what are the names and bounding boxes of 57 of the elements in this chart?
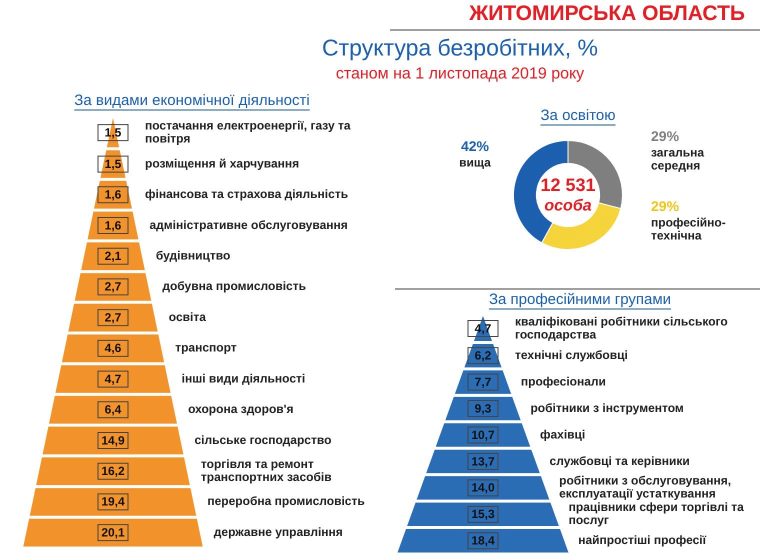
category-label: фінансова та страхова діяльність (145, 187, 348, 202)
text: 12 531 (540, 174, 596, 195)
text: ЖИТОМИРСЬКА ОБЛАСТЬ (468, 2, 745, 25)
category-label: державне управління (214, 524, 343, 539)
data-label: 1,6 (104, 188, 122, 202)
category-label: службовці та керівники (550, 454, 690, 468)
category-label: сільське господарство (194, 432, 332, 447)
text: Структура безробітних, % (322, 34, 598, 60)
data-label: 4,6 (104, 341, 122, 356)
data-label: 2,1 (104, 249, 122, 264)
category-label: адміністративне обслуговування (150, 218, 348, 232)
data-label: 14,9 (101, 433, 125, 448)
category-label: професіонали (520, 374, 606, 388)
data-label: 2,7 (104, 310, 122, 324)
category-label: охорона здоров'я (188, 402, 294, 416)
data-label: 2,7 (104, 280, 122, 294)
data-label: 42% (460, 138, 490, 154)
category-label: фахівці (540, 427, 586, 442)
category-label: кваліфіковані робітники сільського господарства (515, 314, 728, 342)
data-label: 1,5 (104, 156, 122, 171)
data-label: 6,2 (474, 348, 492, 362)
data-label: 14,0 (471, 480, 495, 495)
data-label: 10,7 (471, 428, 495, 442)
data-label: 4,7 (104, 372, 122, 386)
category-label: добувна промисловість (162, 279, 306, 294)
data-label: 6,4 (104, 402, 122, 417)
data-label: 20,1 (101, 525, 125, 540)
data-label: 15,3 (471, 507, 495, 522)
slice-label: вища (459, 155, 492, 170)
data-label: 29% (651, 128, 680, 144)
category-label: найпростіші професії (578, 533, 707, 548)
text: особа (544, 197, 592, 214)
text: За професійними групами (488, 291, 672, 308)
data-label: 18,4 (471, 534, 495, 548)
data-label: 1,6 (104, 218, 122, 232)
slice-label: професійно-технічна (651, 215, 726, 242)
category-label: транспорт (175, 340, 237, 355)
data-label: 16,2 (101, 464, 125, 478)
slice-label: загальна середня (651, 145, 704, 172)
category-label: постачання електроенергії, газу та повітря (145, 118, 351, 146)
text: станом на 1 листопада 2019 року (336, 65, 584, 82)
category-label: торгівля та ремонт транспортних засобів (200, 457, 332, 484)
category-label: робітники з інструментом (530, 400, 684, 415)
data-label: 29% (651, 198, 680, 214)
data-label: 9,3 (474, 401, 492, 416)
category-label: інші види діяльності (182, 371, 306, 386)
data-label: 13,7 (471, 454, 495, 468)
data-label: 19,4 (101, 494, 125, 509)
category-label: переробна промисловість (207, 494, 365, 508)
category-label: працівники сфери торгівлі та послуг (568, 500, 744, 528)
text: За видами економічної діяльності (74, 92, 310, 110)
category-label: будівництво (156, 248, 230, 263)
category-label: розміщення й харчування (145, 156, 300, 170)
data-label: 7,7 (474, 374, 492, 389)
category-label: освіта (168, 310, 206, 324)
chart-title: За освітою (540, 107, 616, 124)
category-label: технічні службовці (515, 348, 628, 362)
